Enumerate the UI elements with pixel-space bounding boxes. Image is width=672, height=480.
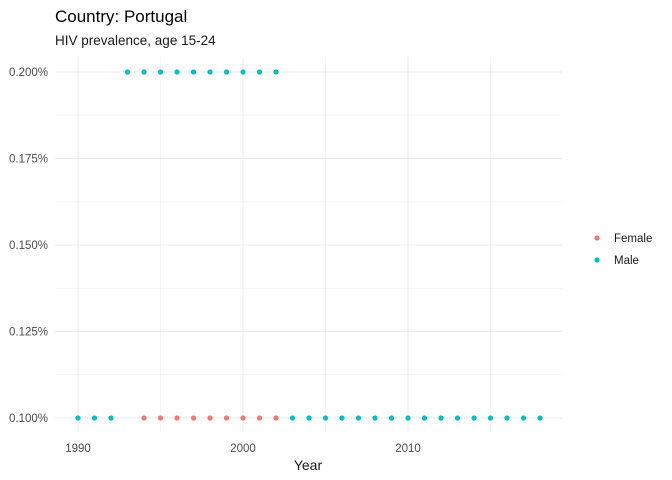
point-male	[471, 415, 477, 421]
legend-key-male	[594, 257, 600, 263]
y-tick-label: 0.200%	[9, 67, 48, 79]
point-male	[405, 415, 411, 421]
point-female	[157, 415, 164, 421]
point-male	[339, 415, 345, 421]
x-tick-label: 2010	[395, 443, 421, 455]
chart-subtitle: HIV prevalence, age 15-24	[55, 33, 216, 48]
point-female	[256, 415, 263, 421]
point-female	[141, 415, 147, 421]
point-female	[174, 415, 180, 421]
point-male	[124, 69, 131, 75]
point-male	[355, 415, 362, 421]
point-male	[190, 69, 197, 75]
point-male	[421, 415, 428, 421]
point-female	[207, 415, 213, 421]
point-male	[289, 415, 296, 421]
data-points	[75, 69, 543, 421]
point-male	[108, 415, 114, 421]
point-female	[190, 415, 197, 421]
point-male	[388, 415, 395, 421]
point-male	[520, 415, 527, 421]
y-axis-ticks: 0.100% 0.125% 0.150% 0.175% 0.200%	[9, 67, 48, 425]
legend-label-male: Male	[614, 255, 639, 267]
legend-label-female: Female	[614, 233, 652, 245]
point-male	[504, 415, 510, 421]
point-male	[487, 415, 494, 421]
x-tick-label: 2000	[230, 443, 256, 455]
legend-key-female	[594, 235, 600, 241]
point-male	[322, 415, 329, 421]
y-tick-label: 0.125%	[9, 327, 48, 339]
legend: Female Male	[594, 233, 652, 267]
grid-lines	[55, 57, 562, 432]
point-male	[240, 69, 246, 75]
chart-title: Country: Portugal	[55, 7, 187, 26]
point-male	[141, 69, 147, 75]
point-male	[157, 69, 164, 75]
y-tick-label: 0.100%	[9, 413, 48, 425]
point-male	[223, 69, 230, 75]
point-male	[75, 415, 81, 421]
point-male	[256, 69, 263, 75]
point-male	[537, 415, 543, 421]
x-tick-label: 1990	[65, 443, 91, 455]
point-male	[174, 69, 180, 75]
x-axis-ticks: 1990 2000 2010	[65, 443, 421, 455]
point-female	[240, 415, 246, 421]
x-axis-title: Year	[294, 457, 323, 473]
point-male	[91, 415, 98, 421]
y-tick-label: 0.150%	[9, 240, 48, 252]
point-male	[207, 69, 213, 75]
point-female	[223, 415, 230, 421]
point-male	[372, 415, 378, 421]
point-male	[306, 415, 312, 421]
y-tick-label: 0.175%	[9, 154, 48, 166]
point-male	[454, 415, 461, 421]
point-male	[273, 69, 279, 75]
point-male	[438, 415, 444, 421]
point-female	[273, 415, 279, 421]
